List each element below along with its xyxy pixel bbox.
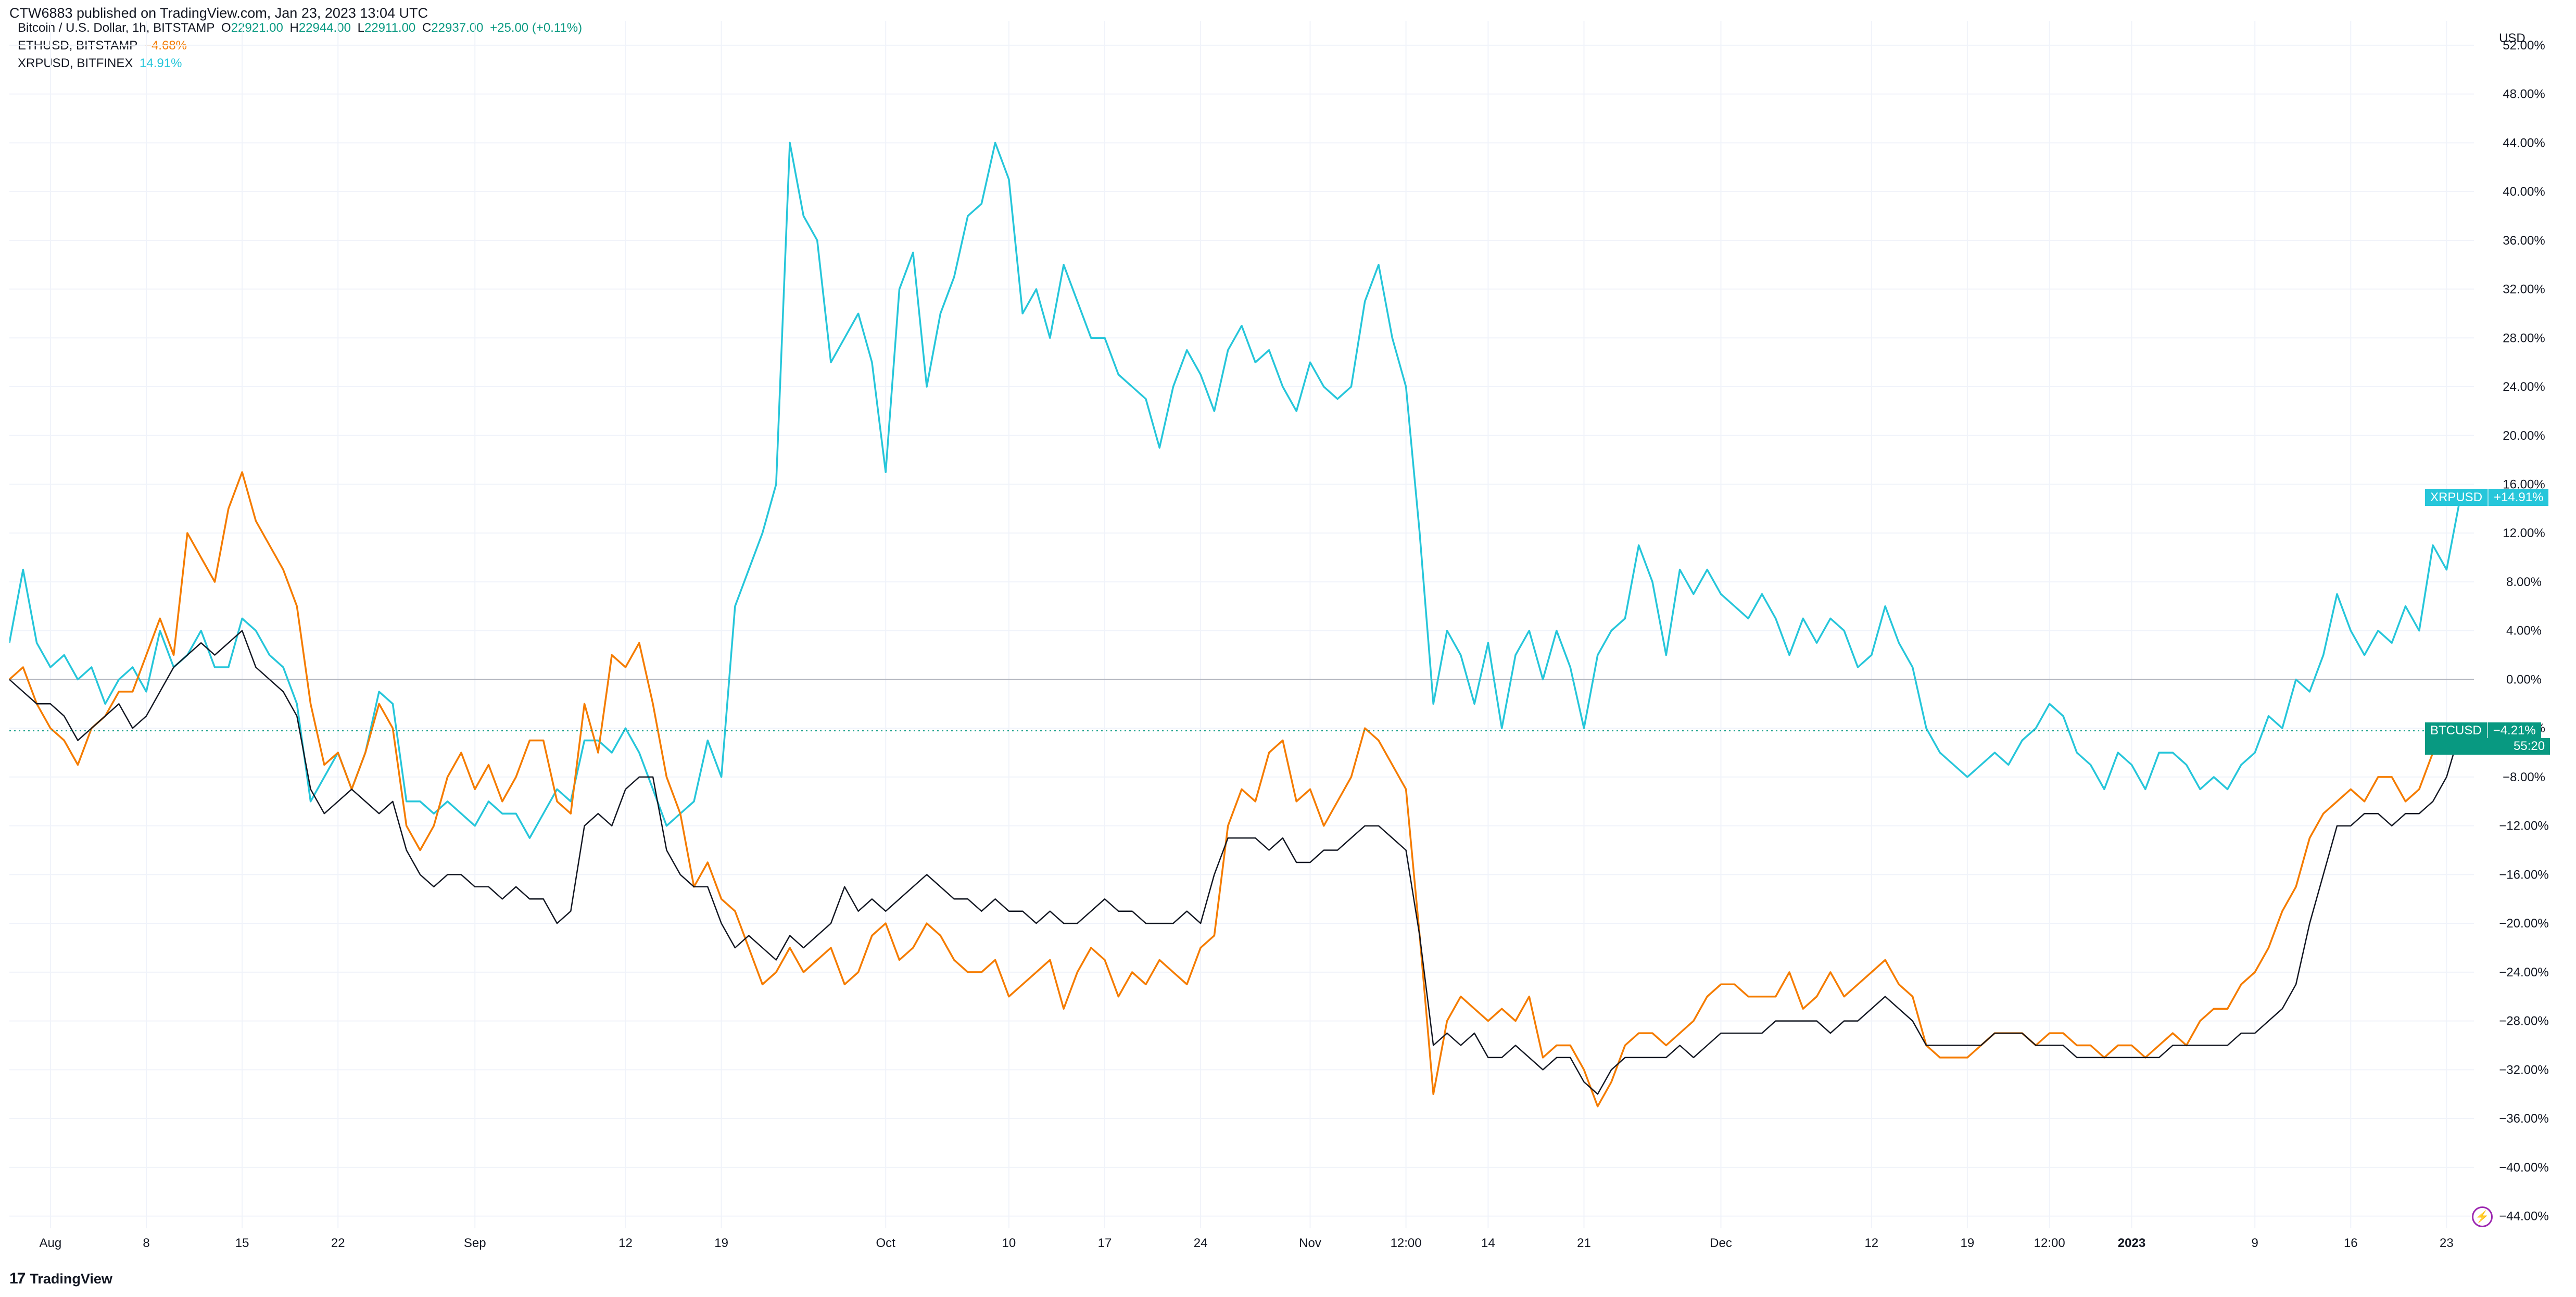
price-tag-xrp: XRPUSD +14.91% [2425,489,2549,506]
tradingview-mark-icon: 17 [9,1270,26,1287]
y-axis[interactable]: 52.00% 48.00% 44.00% 40.00% 36.00% 32.00% 28.0… [2474,21,2576,1260]
y-tick-label-5: 32.00% [2503,283,2545,297]
y-tick-label-18: −20.00% [2499,917,2548,931]
x-tick-label-18: 12:00 [2034,1236,2065,1250]
y-tick-label-15: −8.00% [2503,770,2545,784]
legend-btc-high-label: H [289,21,299,35]
x-tick-label-6: 19 [714,1236,728,1250]
price-tag-btc: BTCUSD −4.21% [2425,722,2541,740]
x-tick-label-12: 12:00 [1391,1236,1422,1250]
price-tag-xrp-value: +14.91% [2487,489,2548,506]
series-line-eth [9,471,2461,1108]
price-tag-xrp-name: XRPUSD [2430,490,2483,505]
series-line-xrp [9,142,2461,839]
x-tick-label-21: 16 [2344,1236,2358,1250]
x-tick-label-14: 21 [1577,1236,1591,1250]
tradingview-brand: TradingView [30,1270,112,1287]
price-tag-btc-timer: 55:20 [2425,738,2550,755]
y-tick-label-6: 28.00% [2503,331,2545,345]
y-tick-label-13: 0.00% [2506,672,2542,686]
y-tick-label-4: 36.00% [2503,234,2545,248]
series-line-btc [9,630,2461,1095]
x-tick-label-22: 23 [2440,1236,2454,1250]
tradingview-logo[interactable]: 17 TradingView [9,1270,112,1288]
y-tick-label-24: −44.00% [2499,1210,2548,1224]
publisher-line: CTW6883 published on TradingView.com, Ja… [9,5,428,21]
y-tick-label-17: −16.00% [2499,868,2548,882]
x-tick-label-11: Nov [1299,1236,1321,1250]
x-tick-label-10: 24 [1194,1236,1208,1250]
price-tag-btc-name: BTCUSD [2430,723,2482,738]
x-tick-label-13: 14 [1481,1236,1495,1250]
y-tick-label-11: 8.00% [2506,575,2542,589]
y-tick-label-20: −28.00% [2499,1014,2548,1028]
y-tick-label-19: −24.00% [2499,965,2548,980]
legend-btc-open: 22921.00 [231,21,283,35]
x-tick-label-1: 8 [143,1236,149,1250]
y-tick-label-1: 48.00% [2503,87,2545,101]
y-tick-label-22: −36.00% [2499,1112,2548,1126]
y-tick-label-23: −40.00% [2499,1161,2548,1175]
legend-row-btc[interactable]: Bitcoin / U.S. Dollar, 1h, BITSTAMP O229… [18,21,585,35]
x-tick-label-8: 10 [1002,1236,1016,1250]
legend-row-xrp[interactable]: XRPUSD, BITFINEX 14.91% [18,56,185,71]
x-axis[interactable]: Aug 8 15 22 Sep 12 19 Oct 10 17 24 Nov 12:00 14 21 Dec 1… [0,1228,2474,1260]
x-tick-label-0: Aug [40,1236,62,1250]
lightning-icon[interactable]: ⚡ [2472,1206,2493,1227]
y-tick-label-9: 16.00% [2503,478,2545,492]
x-tick-label-3: 22 [331,1236,345,1250]
x-tick-label-2: 15 [235,1236,249,1250]
chart-grid [9,21,2474,1228]
x-tick-label-4: Sep [464,1236,486,1250]
y-tick-label-3: 40.00% [2503,185,2545,199]
legend-xrp-name: XRPUSD, BITFINEX [18,56,133,70]
y-tick-label-10: 12.00% [2503,526,2545,540]
y-tick-label-7: 24.00% [2503,380,2545,394]
x-tick-label-19: 2023 [2118,1236,2145,1250]
legend-btc-low: 22911.00 [364,21,416,35]
y-tick-label-2: 44.00% [2503,136,2545,150]
x-tick-label-15: Dec [1710,1236,1732,1250]
y-tick-label-8: 20.00% [2503,429,2545,443]
y-tick-label-21: −32.00% [2499,1063,2548,1077]
legend-btc-open-label: O [221,21,231,35]
y-tick-label-12: 4.00% [2506,624,2542,638]
legend-btc-close-label: C [422,21,432,35]
x-tick-label-17: 19 [1961,1236,1975,1250]
x-tick-label-7: Oct [876,1236,896,1250]
x-tick-label-20: 9 [2252,1236,2258,1250]
y-tick-label-16: −12.00% [2499,819,2548,833]
legend-btc-high: 22944.00 [298,21,351,35]
price-tag-btc-timer-value: 55:20 [2514,739,2545,754]
legend-btc-change: +25.00 (+0.11%) [490,21,583,35]
legend-btc-low-label: L [357,21,364,35]
y-axis-unit: USD [2499,31,2526,45]
x-tick-label-9: 17 [1098,1236,1112,1250]
price-tag-btc-value: −4.21% [2486,722,2541,740]
x-tick-label-16: 12 [1864,1236,1878,1250]
y-tick-label-0: 52.00% [2503,39,2545,53]
chart-plot-area[interactable] [9,21,2474,1228]
chart-series-layer [9,142,2474,1108]
x-tick-label-5: 12 [618,1236,633,1250]
